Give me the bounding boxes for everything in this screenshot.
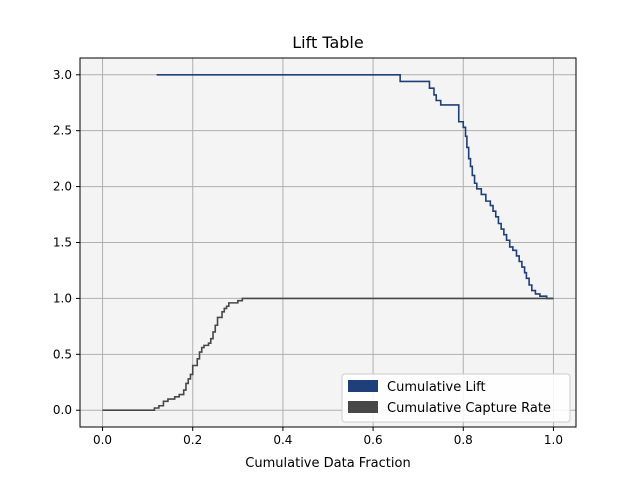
x-axis-label: Cumulative Data Fraction — [245, 456, 410, 471]
series-line-cumulative-lift — [156, 73, 554, 300]
x-axis: 0.0 0.2 0.4 0.6 0.8 1.0 — [93, 427, 563, 447]
y-tick-label: 2.0 — [53, 180, 72, 194]
legend-swatch — [348, 401, 378, 413]
y-axis: 0.0 0.5 1.0 1.5 2.0 2.5 3.0 — [53, 68, 80, 417]
legend-entry-label: Cumulative Lift — [387, 380, 486, 395]
x-tick-label: 0.6 — [364, 433, 383, 447]
x-tick-label: 0.0 — [93, 433, 112, 447]
x-tick-label: 0.4 — [273, 433, 292, 447]
series-line-cumulative-capture-rate — [102, 297, 554, 412]
legend-entry-label: Cumulative Capture Rate — [387, 401, 551, 416]
x-tick-label: 1.0 — [544, 433, 563, 447]
y-tick-label: 3.0 — [53, 68, 72, 82]
y-tick-label: 0.0 — [53, 403, 72, 417]
y-tick-label: 2.5 — [53, 124, 72, 138]
x-tick-label: 0.8 — [454, 433, 473, 447]
legend-swatch — [348, 380, 378, 392]
chart-title: Lift Table — [292, 33, 363, 52]
y-tick-label: 1.5 — [53, 236, 72, 250]
y-tick-label: 1.0 — [53, 291, 72, 305]
series-layer — [102, 73, 554, 412]
y-tick-label: 0.5 — [53, 347, 72, 361]
legend-box — [341, 373, 571, 423]
x-tick-label: 0.2 — [183, 433, 202, 447]
legend: Cumulative Lift Cumulative Capture Rate — [341, 373, 571, 423]
